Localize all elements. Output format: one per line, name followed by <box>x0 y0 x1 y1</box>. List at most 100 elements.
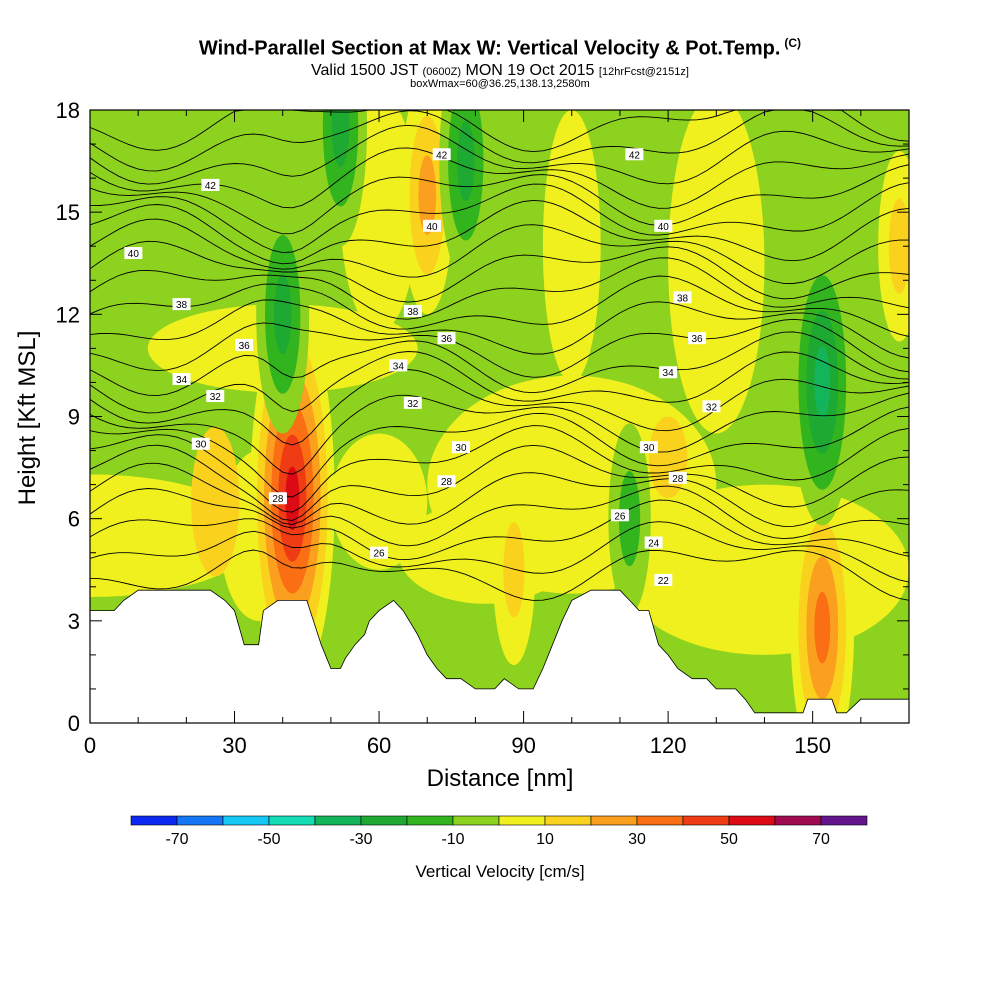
plot-area: 22 24 26 26 28 28 28 30 30 30 32 32 32 34 34 34 36 36 36 38… <box>90 110 909 723</box>
svg-text:38: 38 <box>176 300 188 311</box>
colorbar-swatch <box>774 815 822 826</box>
colorbar-swatch <box>222 815 270 826</box>
terrain <box>90 589 909 723</box>
velocity-feature <box>256 195 310 434</box>
colorbar-swatch <box>452 815 500 826</box>
colorbar-tick-label: -30 <box>349 831 372 848</box>
theta-contours <box>90 110 909 601</box>
svg-text:42: 42 <box>436 150 448 161</box>
colorbar-swatch <box>682 815 730 826</box>
theta-contour <box>90 369 909 446</box>
svg-text:40: 40 <box>658 222 670 233</box>
theta-contour <box>90 462 909 527</box>
chart-subtitle-box: boxWmax=60@36.25,138.13,2580m <box>410 78 590 90</box>
colorbar-label: Vertical Velocity [cm/s] <box>415 862 585 881</box>
contour-label: 30 <box>451 441 470 454</box>
colorbar-tick-label: -50 <box>257 831 280 848</box>
svg-text:42: 42 <box>629 150 641 161</box>
colorbar-swatch <box>360 815 408 826</box>
velocity-feature <box>439 110 493 281</box>
theta-contour <box>90 318 909 378</box>
colorbar-tick-label: 50 <box>720 831 738 848</box>
y-tick-label: 0 <box>68 711 80 736</box>
svg-text:28: 28 <box>272 494 284 505</box>
svg-text:38: 38 <box>407 307 419 318</box>
contour-label: 28 <box>437 475 456 488</box>
contour-label: 38 <box>403 304 422 318</box>
theta-contour <box>90 110 909 153</box>
svg-text:36: 36 <box>441 334 453 345</box>
colorbar-swatch <box>636 815 684 826</box>
contour-label: 42 <box>201 178 220 192</box>
svg-text:26: 26 <box>614 511 626 522</box>
theta-contour <box>90 485 909 547</box>
field-band <box>330 433 428 570</box>
x-tick-label: 90 <box>511 733 535 758</box>
colorbar-swatch <box>176 815 224 826</box>
colorbar-swatch <box>728 815 776 826</box>
svg-text:24: 24 <box>648 539 660 550</box>
x-axis-label: Distance [nm] <box>426 765 574 792</box>
contour-label: 22 <box>654 573 673 587</box>
velocity-feature <box>314 110 368 247</box>
svg-text:30: 30 <box>195 440 207 451</box>
colorbar-swatch <box>820 815 868 826</box>
contour-label: 32 <box>206 390 225 403</box>
svg-text:32: 32 <box>407 399 419 410</box>
theta-contour <box>90 406 909 498</box>
colorbar-swatch <box>314 815 362 826</box>
theta-contour <box>90 257 909 320</box>
contour-label: 26 <box>370 546 389 560</box>
svg-text:34: 34 <box>393 361 405 372</box>
theta-contour <box>90 218 909 284</box>
contour-label: 38 <box>172 298 191 311</box>
chart-subtitle: Valid 1500 JST (0600Z) MON 19 Oct 2015 [… <box>311 62 689 79</box>
theta-contour <box>90 164 909 235</box>
theta-contour <box>90 351 909 414</box>
y-tick-label: 3 <box>68 609 80 634</box>
svg-text:34: 34 <box>176 375 188 386</box>
contour-label: 42 <box>625 148 644 161</box>
contour-label: 40 <box>654 219 673 233</box>
contour-label: 34 <box>172 373 191 386</box>
svg-text:30: 30 <box>455 443 467 454</box>
field-band <box>542 110 601 383</box>
velocity-feature <box>492 474 536 666</box>
contour-label: 34 <box>659 366 678 379</box>
svg-text:40: 40 <box>426 222 438 233</box>
field-band <box>668 110 765 434</box>
x-tick-label: 150 <box>794 733 831 758</box>
velocity-feature <box>878 150 909 342</box>
y-tick-label: 18 <box>56 98 80 123</box>
colorbar-swatch <box>544 815 592 826</box>
colorbar: -70 -50 -30 -10 10 30 50 70 <box>130 815 868 848</box>
theta-contour <box>90 124 909 185</box>
colorbar-tick-label: -70 <box>165 831 188 848</box>
theta-contour <box>90 199 909 265</box>
colorbar-swatch <box>268 815 316 826</box>
svg-text:22: 22 <box>658 576 670 587</box>
colorbar-tick-label: 30 <box>628 831 646 848</box>
theta-contour <box>90 521 909 583</box>
svg-text:36: 36 <box>691 334 703 345</box>
theta-contour <box>90 392 909 475</box>
x-tick-label: 120 <box>650 733 687 758</box>
contour-label: 40 <box>124 247 143 260</box>
theta-contour <box>90 182 909 254</box>
contour-label: 26 <box>610 509 629 522</box>
contour-label: 30 <box>639 441 658 454</box>
contour-label: 40 <box>423 219 442 233</box>
colorbar-tick-label: -10 <box>441 831 464 848</box>
y-tick-label: 12 <box>56 302 80 327</box>
contour-label: 32 <box>403 396 422 410</box>
contour-label: 36 <box>235 338 254 352</box>
contour-label: 36 <box>688 332 707 345</box>
colorbar-tick-label: 10 <box>536 831 554 848</box>
y-tick-label: 6 <box>68 507 80 532</box>
svg-text:26: 26 <box>373 549 385 560</box>
colorbar-swatch <box>590 815 638 826</box>
svg-text:34: 34 <box>663 368 675 379</box>
svg-text:36: 36 <box>239 341 251 352</box>
contour-label: 28 <box>668 471 687 485</box>
svg-text:40: 40 <box>128 249 140 260</box>
